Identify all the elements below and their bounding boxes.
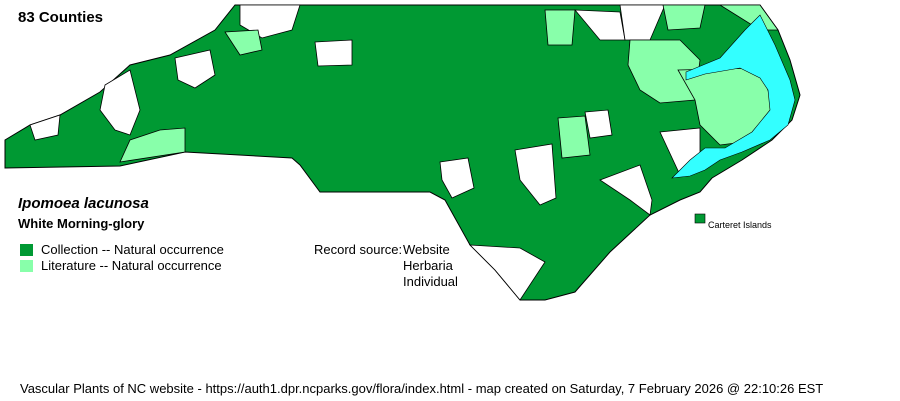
county-count: 83 Counties	[18, 9, 104, 26]
legend-swatch-icon	[20, 259, 33, 272]
carteret-islands-label: Carteret Islands	[708, 220, 772, 230]
pamlico-albemarle-sound	[671, 14, 796, 179]
footer-credit: Vascular Plants of NC website - https://…	[20, 381, 824, 396]
legend-label: Collection -- Natural occurrence	[41, 242, 224, 257]
record-source-herbaria: Herbaria	[403, 258, 453, 273]
literature-counties	[119, 4, 779, 163]
legend-label: Literature -- Natural occurrence	[41, 258, 222, 273]
record-source-website: Website	[403, 242, 450, 257]
record-source-individual: Individual	[403, 274, 458, 289]
scientific-name: Ipomoea lacunosa	[18, 195, 149, 212]
record-source-values: Website Herbaria Individual	[403, 242, 458, 290]
no-record-counties	[29, 4, 701, 301]
legend-swatch-icon	[20, 243, 33, 256]
legend-item-literature: Literature -- Natural occurrence	[20, 258, 222, 273]
record-source-label: Record source:	[314, 242, 403, 257]
carteret-islands-marker	[694, 213, 706, 224]
legend-item-collection: Collection -- Natural occurrence	[20, 242, 224, 257]
common-name: White Morning-glory	[18, 216, 145, 231]
